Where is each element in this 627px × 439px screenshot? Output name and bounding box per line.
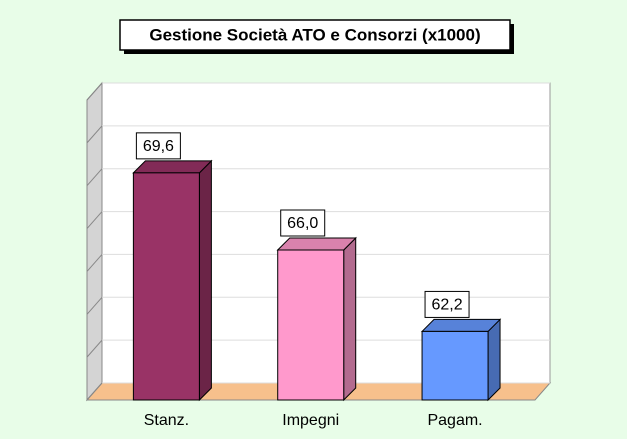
title-box (119, 19, 511, 51)
value-label-box (280, 209, 326, 237)
value-label: 62,2 (431, 297, 462, 314)
side-wall (86, 81, 103, 402)
bar (277, 249, 345, 401)
side-grid-line (86, 125, 103, 144)
side-grid-line (86, 211, 103, 229)
side-grid-line (86, 382, 103, 401)
side-grid-line (86, 296, 103, 315)
side-grid-line (86, 339, 103, 358)
side-grid-line (86, 254, 103, 272)
side-grid-line (86, 82, 103, 101)
bar-side (487, 318, 501, 402)
value-label: 66,0 (287, 215, 318, 232)
bar-side (198, 159, 212, 402)
x-tick-label: Stanz. (144, 412, 189, 429)
bar (421, 330, 489, 401)
bar-top (420, 318, 502, 332)
bar-side (343, 236, 357, 402)
value-label-box (424, 290, 470, 318)
x-tick-label: Pagam. (427, 412, 482, 429)
value-label-box (135, 132, 181, 160)
bar-top (276, 237, 357, 251)
bar (132, 172, 200, 401)
x-tick-label: Impegni (282, 412, 339, 429)
chart-title: Gestione Società ATO e Consorzi (x1000) (149, 25, 480, 44)
value-label: 69,6 (143, 138, 174, 155)
side-grid-line (86, 168, 103, 187)
bar-top (132, 160, 213, 174)
